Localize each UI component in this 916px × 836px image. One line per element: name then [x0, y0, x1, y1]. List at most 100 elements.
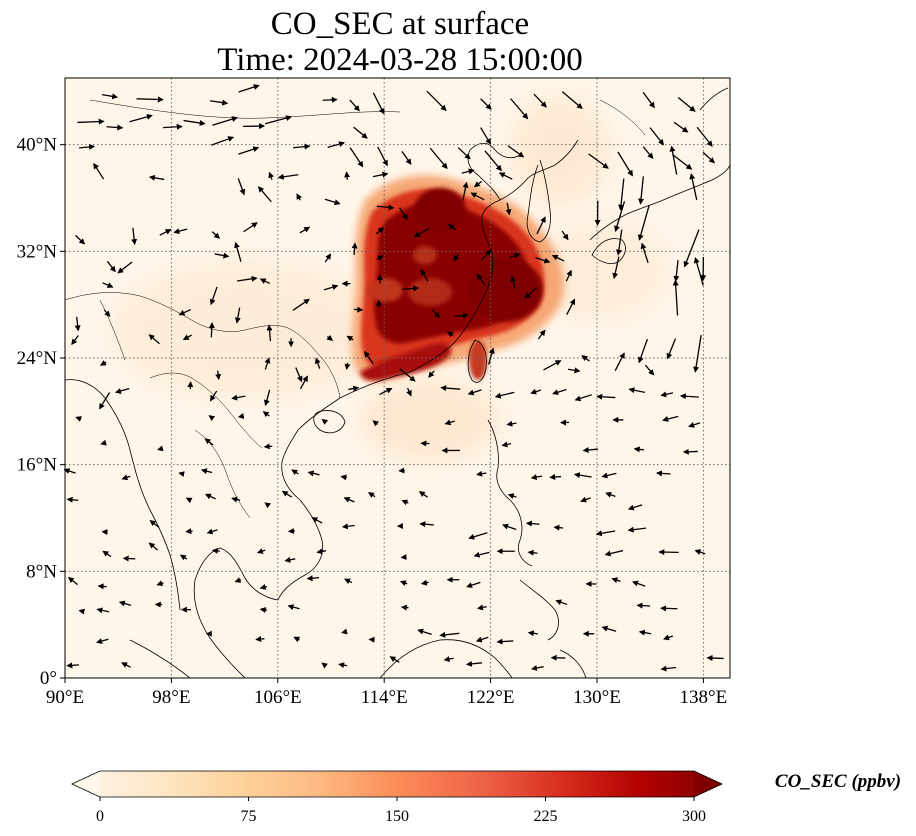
wind-arrow: [185, 528, 193, 535]
wind-arrow: [75, 234, 86, 245]
wind-arrow: [259, 278, 271, 284]
wind-arrow: [601, 472, 617, 479]
wind-arrow: [306, 575, 320, 582]
wind-arrow: [638, 176, 645, 205]
wind-arrow: [307, 470, 320, 477]
wind-arrow: [428, 370, 435, 378]
latitude-ticks: 0° 8°N 16°N 24°N 32°N 40°N: [17, 135, 65, 689]
wind-arrow: [163, 123, 183, 130]
y-tick-label: 40°N: [17, 135, 58, 156]
wind-arrow: [211, 547, 220, 554]
wind-arrow: [214, 252, 230, 259]
wind-arrow: [351, 242, 358, 256]
wind-arrow: [204, 438, 214, 446]
wind-arrow: [439, 631, 460, 638]
wind-arrow: [476, 273, 486, 286]
wind-arrow: [256, 548, 266, 554]
x-tick-label: 114°E: [361, 687, 408, 708]
wind-arrow: [338, 662, 348, 669]
wind-arrow: [656, 470, 671, 477]
x-tick-label: 98°E: [152, 687, 190, 708]
wind-arrow: [238, 146, 260, 155]
wind-vectors: [63, 84, 724, 672]
wind-arrow: [117, 261, 133, 274]
wind-arrow: [372, 92, 385, 115]
wind-arrow: [401, 285, 420, 292]
wind-arrow: [71, 335, 79, 346]
wind-arrow: [466, 660, 483, 667]
wind-arrow: [399, 207, 408, 221]
wind-arrow: [237, 178, 246, 196]
wind-arrow: [530, 474, 543, 480]
wind-arrow: [502, 523, 517, 531]
wind-arrow: [173, 228, 188, 235]
wind-arrow: [277, 173, 299, 180]
wind-arrow: [476, 470, 487, 477]
wind-arrow: [314, 357, 321, 369]
wind-arrow: [183, 119, 206, 126]
wind-arrow: [644, 364, 655, 376]
wind-arrow: [389, 656, 400, 663]
coastlines: [65, 87, 730, 678]
wind-arrow: [234, 307, 241, 324]
wind-arrow: [231, 394, 246, 401]
wind-arrow: [693, 335, 702, 373]
wind-arrow: [536, 216, 546, 235]
wind-arrow: [206, 528, 218, 535]
wind-arrow: [209, 99, 229, 106]
colorbar-extend-min: [72, 771, 100, 797]
wind-arrow: [149, 519, 160, 528]
x-tick-label: 90°E: [46, 687, 84, 708]
wind-arrow: [669, 145, 678, 175]
wind-arrow: [263, 389, 271, 407]
wind-arrow: [461, 168, 475, 175]
wind-arrow: [264, 502, 272, 509]
wind-arrow: [324, 198, 341, 206]
wind-arrow: [509, 252, 521, 259]
wind-arrow: [693, 257, 704, 286]
wind-arrow: [264, 115, 293, 125]
wind-arrow: [530, 388, 542, 395]
wind-arrow: [237, 413, 245, 419]
wind-arrow: [340, 474, 347, 481]
wind-arrow: [234, 241, 242, 262]
x-tick-label: 130°E: [573, 687, 621, 708]
wind-arrow: [106, 124, 124, 131]
wind-arrow: [74, 316, 81, 332]
wind-arrow: [327, 141, 346, 148]
wind-arrow: [179, 554, 188, 561]
wind-arrow: [672, 279, 679, 316]
wind-arrow: [555, 599, 568, 606]
wind-arrow: [323, 284, 339, 291]
wind-arrow: [638, 629, 652, 636]
wind-arrow: [293, 143, 311, 150]
wind-arrow: [295, 367, 303, 383]
wind-arrow: [212, 116, 238, 126]
wind-arrow: [234, 577, 242, 583]
wind-arrow: [178, 471, 185, 478]
wind-arrow: [284, 556, 296, 563]
wind-arrow: [636, 602, 651, 609]
wind-arrow: [683, 229, 700, 268]
concentration-field: [110, 95, 670, 460]
wind-arrow: [148, 174, 165, 181]
wind-arrow: [288, 527, 295, 534]
wind-arrow: [573, 472, 592, 479]
wind-arrow: [93, 162, 105, 180]
wind-arrow: [238, 84, 260, 93]
wind-arrow: [148, 334, 160, 345]
wind-arrow: [348, 385, 360, 392]
wind-arrow: [122, 555, 136, 562]
wind-arrow: [99, 360, 107, 366]
wind-arrow: [510, 275, 517, 289]
wind-arrow: [527, 630, 538, 637]
wind-arrow: [379, 387, 393, 396]
wind-arrow: [182, 334, 192, 341]
wind-arrow: [444, 419, 455, 426]
wind-arrow: [566, 298, 576, 315]
wind-arrow: [102, 550, 112, 558]
wind-arrow: [484, 150, 502, 172]
wind-arrow: [627, 504, 643, 511]
wind-arrow: [401, 151, 412, 165]
wind-arrow: [535, 256, 551, 264]
